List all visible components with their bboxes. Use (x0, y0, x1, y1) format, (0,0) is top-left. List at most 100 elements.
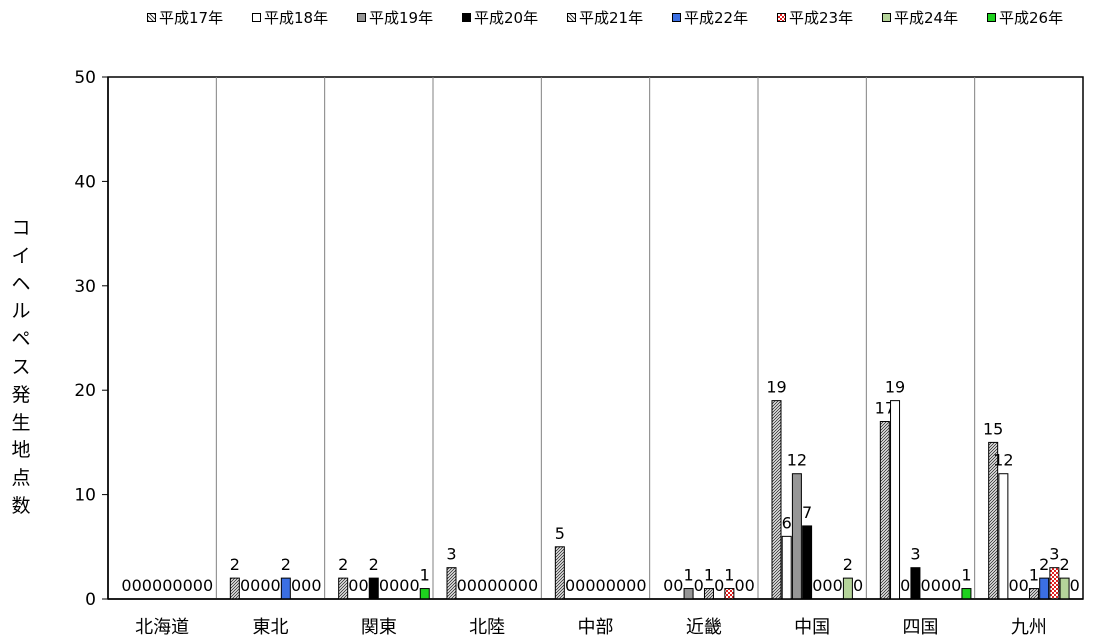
data-label: 1 (724, 566, 734, 585)
data-label: 0 (822, 576, 832, 595)
plot-frame (107, 76, 1084, 600)
data-label: 0 (358, 576, 368, 595)
legend-label: 平成26年 (999, 9, 1064, 27)
bar (842, 577, 853, 600)
data-label: 1 (420, 566, 430, 585)
legend-label: 平成23年 (789, 9, 854, 27)
legend: 平成17年 平成18年 平成19年 平成20年 平成21年 平成22年 平成23年 平成24年… (0, 0, 1099, 36)
data-label: 0 (941, 576, 951, 595)
data-label: 0 (389, 576, 399, 595)
bar (1028, 588, 1039, 600)
data-label: 1 (704, 566, 714, 585)
data-label: 0 (457, 576, 467, 595)
data-label: 0 (1019, 576, 1029, 595)
data-label: 0 (291, 576, 301, 595)
legend-swatch (252, 13, 261, 22)
bar (771, 400, 782, 600)
legend-label: 平成19年 (369, 9, 434, 27)
data-label: 0 (626, 576, 636, 595)
bar (419, 588, 430, 600)
bar (554, 546, 565, 600)
data-label: 0 (745, 576, 755, 595)
data-label: 12 (993, 451, 1013, 470)
data-label: 2 (230, 555, 240, 574)
data-label: 0 (301, 576, 311, 595)
bar (961, 588, 972, 600)
data-label: 0 (240, 576, 250, 595)
x-tick-label: 九州 (1011, 617, 1047, 638)
data-label: 0 (636, 576, 646, 595)
legend-swatch (672, 13, 681, 22)
data-label: 0 (714, 576, 724, 595)
bar (791, 473, 802, 600)
data-label: 15 (983, 419, 1003, 438)
x-tick-label: 中部 (578, 617, 614, 638)
data-label: 0 (1070, 576, 1080, 595)
data-label: 0 (467, 576, 477, 595)
data-label: 0 (931, 576, 941, 595)
data-label: 0 (203, 576, 213, 595)
data-label: 2 (281, 555, 291, 574)
legend-swatch (567, 13, 576, 22)
data-label: 3 (446, 545, 456, 564)
data-label: 0 (271, 576, 281, 595)
data-label: 0 (142, 576, 152, 595)
data-label: 0 (585, 576, 595, 595)
data-label: 0 (162, 576, 172, 595)
data-label: 0 (951, 576, 961, 595)
x-tick-label: 北陸 (469, 617, 505, 638)
x-tick-label: 中国 (794, 617, 830, 638)
data-label: 0 (477, 576, 487, 595)
data-label: 0 (497, 576, 507, 595)
data-label: 2 (338, 555, 348, 574)
y-tick-label: 50 (74, 68, 96, 88)
bar (229, 577, 240, 600)
bar (683, 588, 694, 600)
data-label: 1 (961, 566, 971, 585)
data-label: 0 (250, 576, 260, 595)
data-label: 0 (616, 576, 626, 595)
data-label: 2 (369, 555, 379, 574)
data-label: 0 (508, 576, 518, 595)
legend-label: 平成21年 (579, 9, 644, 27)
legend-swatch (777, 13, 786, 22)
x-tick-label: 関東 (361, 617, 397, 638)
x-tick-label: 東北 (253, 617, 289, 638)
data-label: 0 (575, 576, 585, 595)
y-tick-label: 10 (74, 486, 96, 506)
data-label: 0 (260, 576, 270, 595)
bar (1049, 567, 1060, 600)
x-tick-label: 北海道 (135, 617, 189, 638)
data-label: 0 (921, 576, 931, 595)
data-label: 0 (379, 576, 389, 595)
data-label: 0 (409, 576, 419, 595)
data-label: 0 (812, 576, 822, 595)
data-label: 0 (193, 576, 203, 595)
data-label: 3 (910, 545, 920, 564)
data-label: 1 (1029, 566, 1039, 585)
data-label: 0 (528, 576, 538, 595)
data-label: 0 (348, 576, 358, 595)
data-label: 2 (843, 555, 853, 574)
bar (998, 473, 1009, 600)
x-tick-label: 四国 (903, 617, 939, 638)
data-label: 19 (766, 378, 786, 397)
data-label: 0 (833, 576, 843, 595)
legend-label: 平成22年 (684, 9, 749, 27)
bar (280, 577, 291, 600)
data-label: 2 (1059, 555, 1069, 574)
y-tick-label: 0 (85, 590, 96, 610)
data-label: 2 (1039, 555, 1049, 574)
data-label: 0 (565, 576, 575, 595)
bar (368, 577, 379, 600)
legend-label: 平成24年 (894, 9, 959, 27)
data-label: 0 (132, 576, 142, 595)
data-label: 0 (900, 576, 910, 595)
data-label: 17 (875, 399, 895, 418)
bar (781, 535, 792, 600)
bar (338, 577, 349, 600)
y-tick-label: 40 (74, 172, 96, 192)
bar (890, 400, 901, 600)
